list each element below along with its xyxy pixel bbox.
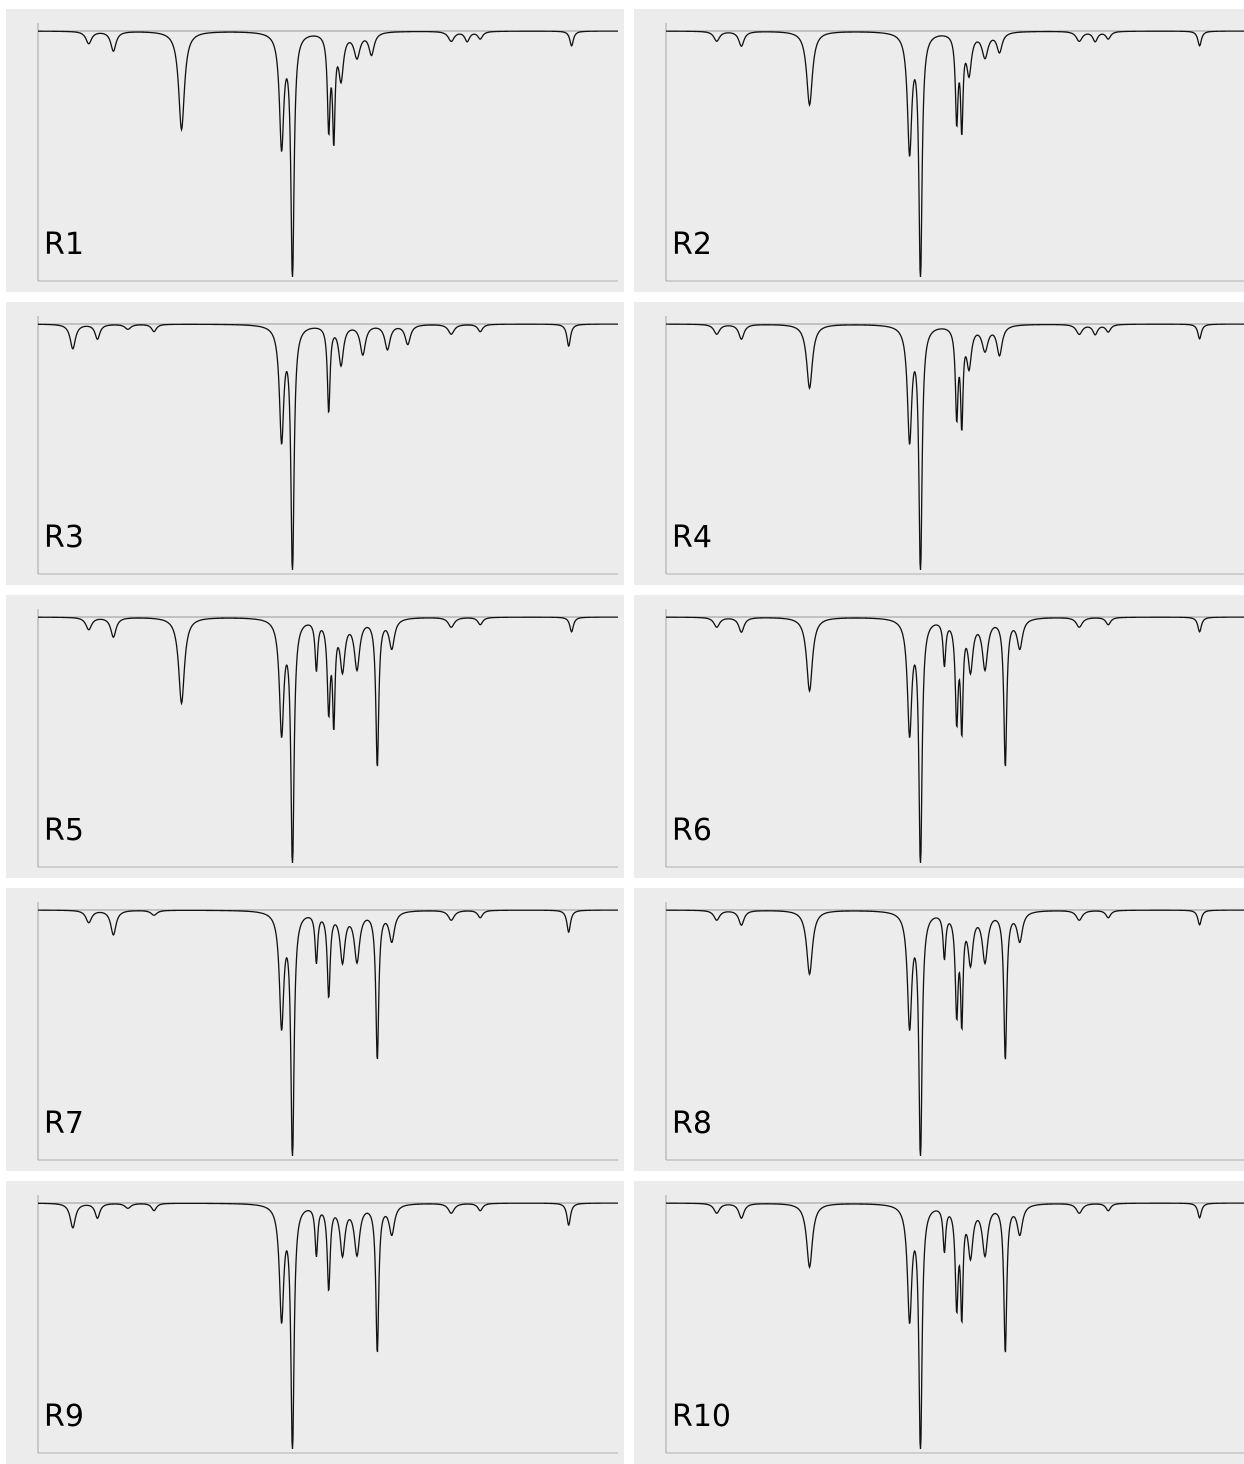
panel-label: R7 (44, 1106, 84, 1141)
spectrum-panel-r1: R1 (6, 9, 624, 292)
spectrum-plot (665, 902, 1244, 1161)
spectrum-line-r4 (666, 323, 1244, 571)
spectrum-line-r9 (37, 1202, 618, 1450)
spectrum-panel-r5: R5 (6, 595, 624, 878)
spectrum-plot (665, 1195, 1244, 1454)
spectrum-line-r10 (666, 1202, 1244, 1450)
spectrum-line-r8 (666, 909, 1244, 1157)
spectrum-panel-r6: R6 (634, 595, 1244, 878)
spectrum-panel-r7: R7 (6, 888, 624, 1171)
panel-label: R6 (672, 813, 712, 848)
spectrum-line-r7 (37, 909, 618, 1157)
spectrum-plot (37, 902, 618, 1161)
spectrum-plot (37, 609, 618, 868)
panel-label: R5 (44, 813, 84, 848)
panel-label: R10 (672, 1399, 732, 1434)
spectrum-panel-r9: R9 (6, 1181, 624, 1464)
panel-label: R1 (44, 227, 84, 262)
spectrum-line-r3 (37, 323, 618, 571)
spectrum-panel-r4: R4 (634, 302, 1244, 585)
spectrum-plot (37, 1195, 618, 1454)
panel-label: R3 (44, 520, 84, 555)
spectrum-plot (665, 609, 1244, 868)
spectrum-line-r6 (666, 616, 1244, 864)
spectrum-line-r2 (666, 30, 1244, 278)
panel-label: R8 (672, 1106, 712, 1141)
panel-label: R9 (44, 1399, 84, 1434)
panel-label: R4 (672, 520, 712, 555)
spectrum-plot (665, 23, 1244, 282)
spectrum-panel-r3: R3 (6, 302, 624, 585)
spectrum-plot (665, 316, 1244, 575)
spectrum-plot (37, 316, 618, 575)
spectrum-panel-r8: R8 (634, 888, 1244, 1171)
spectrum-plot (37, 23, 618, 282)
spectrum-panel-r10: R10 (634, 1181, 1244, 1464)
panel-label: R2 (672, 227, 712, 262)
spectrum-line-r5 (37, 616, 618, 864)
spectrum-line-r1 (37, 30, 618, 278)
spectrum-panel-r2: R2 (634, 9, 1244, 292)
